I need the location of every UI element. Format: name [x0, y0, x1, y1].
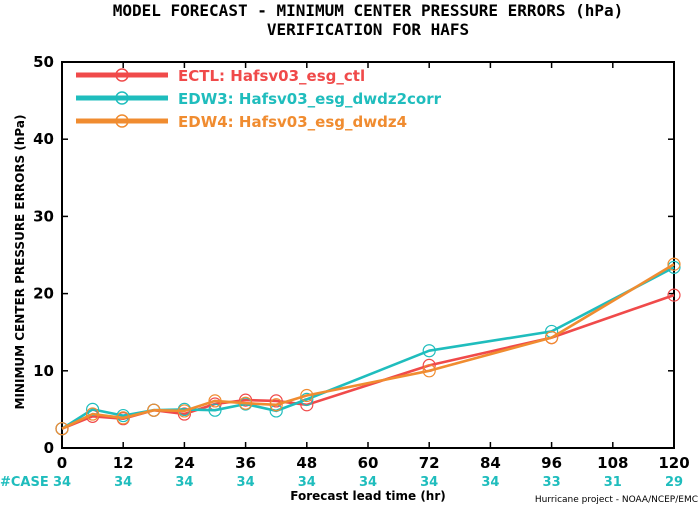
- legend-marker-2: [115, 91, 129, 105]
- x-tick-label: 36: [235, 454, 256, 472]
- case-count: 29: [665, 475, 683, 490]
- y-tick-label: 20: [33, 285, 54, 303]
- credit-text: Hurricane project - NOAA/NCEP/EMC: [535, 495, 698, 505]
- cases-label: #CASE: [0, 475, 49, 490]
- series-point-3: [116, 411, 130, 425]
- chart-subtitle: VERIFICATION FOR HAFS: [267, 20, 469, 39]
- case-count: 34: [481, 475, 499, 490]
- legend-marker-3: [115, 114, 129, 128]
- x-tick-label: 24: [174, 454, 195, 472]
- x-tick-label: 60: [358, 454, 379, 472]
- y-axis-label: MINIMUM CENTER PRESSURE ERRORS (hPa): [13, 115, 27, 410]
- series-line-3: [61, 263, 675, 430]
- case-count: 34: [237, 475, 255, 490]
- x-tick-label: 96: [541, 454, 562, 472]
- x-tick-label: 108: [597, 454, 628, 472]
- y-tick-label: 40: [33, 130, 54, 148]
- series-point-1: [667, 288, 681, 302]
- series-point-3: [147, 403, 161, 417]
- series-point-3: [239, 396, 253, 410]
- case-count: 34: [175, 475, 193, 490]
- case-count: 33: [543, 475, 561, 490]
- y-tick-label: 0: [44, 439, 54, 457]
- series-point-3: [667, 257, 681, 271]
- series-point-3: [422, 364, 436, 378]
- series-point-3: [85, 407, 100, 421]
- case-count: 34: [420, 475, 438, 490]
- legend-entry-2: EDW3: Hafsv03_esg_dwdz2corr: [178, 90, 442, 108]
- x-tick-label: 84: [480, 454, 501, 472]
- y-tick-label: 50: [33, 53, 54, 71]
- plot-area: 0 10 20 30 40 50 0 12 24 36 48 60 72 84 96 108 120 #CASE 3…: [0, 53, 690, 490]
- x-tick-label: 72: [419, 454, 440, 472]
- case-count: 34: [359, 475, 377, 490]
- series-point-3: [55, 422, 69, 436]
- series-point-2: [208, 403, 222, 417]
- x-tick-label: 0: [57, 454, 67, 472]
- series-point-2: [422, 344, 436, 358]
- series-point-2: [300, 392, 314, 406]
- x-axis-label: Forecast lead time (hr): [290, 489, 446, 503]
- legend-entry-1: ECTL: Hafsv03_esg_ctl: [178, 67, 365, 85]
- case-count: 34: [53, 475, 71, 490]
- x-tick-label: 120: [658, 454, 689, 472]
- y-tick-label: 10: [33, 362, 54, 380]
- x-tick-label: 12: [113, 454, 134, 472]
- series-point-1: [269, 394, 283, 408]
- legend-marker-1: [115, 68, 129, 82]
- series-point-1: [177, 407, 191, 421]
- series-point-1: [239, 393, 253, 407]
- series-point-3: [544, 331, 559, 345]
- case-count: 31: [604, 475, 622, 490]
- legend: ECTL: Hafsv03_esg_ctl EDW3: Hafsv03_esg_d…: [76, 67, 442, 131]
- y-tick-label: 30: [33, 207, 54, 225]
- case-count: 34: [114, 475, 132, 490]
- series-point-3: [177, 404, 191, 418]
- series-point-3: [300, 388, 314, 403]
- chart-title: MODEL FORECAST - MINIMUM CENTER PRESSURE…: [113, 1, 624, 20]
- series-point-3: [208, 394, 222, 408]
- legend-entry-3: EDW4: Hafsv03_esg_dwdz4: [178, 113, 407, 131]
- case-count: 34: [298, 475, 316, 490]
- x-tick-label: 48: [296, 454, 317, 472]
- series-point-3: [269, 398, 283, 412]
